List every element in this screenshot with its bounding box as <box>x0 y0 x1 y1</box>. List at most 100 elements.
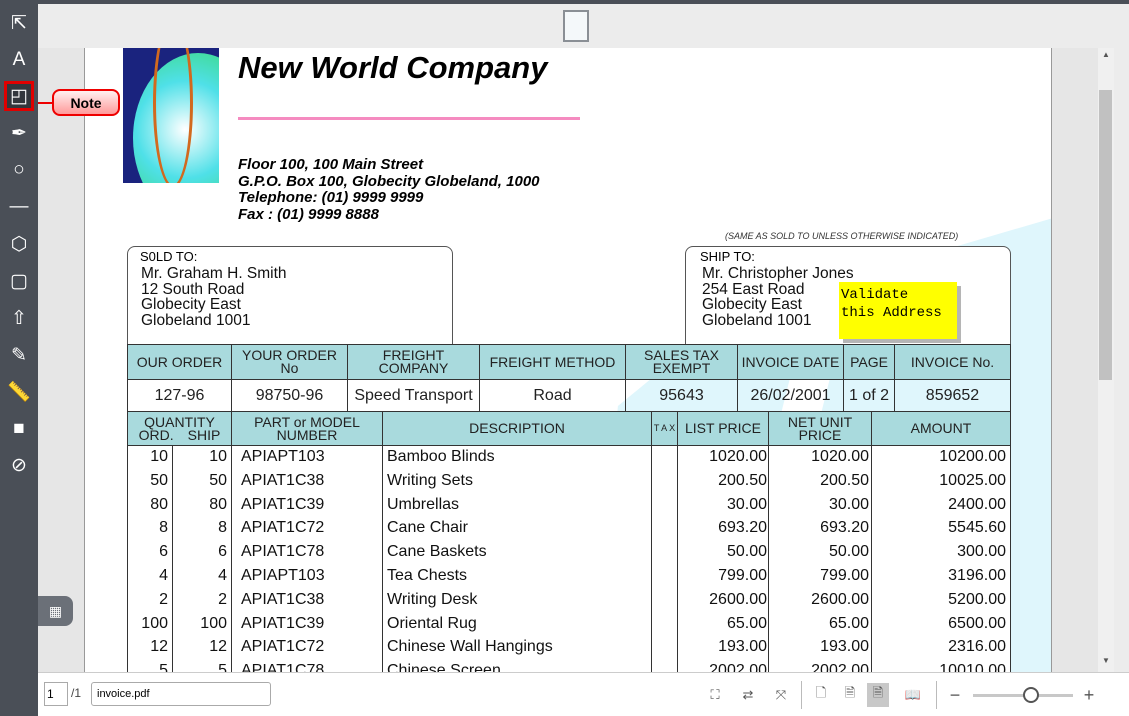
fill-square-icon: ■ <box>13 418 25 439</box>
polygon-icon: ⬡ <box>10 233 28 255</box>
column-divider <box>871 446 872 672</box>
cell-amount: 300.00 <box>957 543 1006 561</box>
cell-net: 2002.00 <box>811 662 869 672</box>
cell-list: 1020.00 <box>709 448 767 465</box>
cell-ord: 5 <box>159 662 168 672</box>
top-strip <box>0 0 1129 4</box>
cell-net: 693.20 <box>820 519 869 537</box>
cell-list: 193.00 <box>718 638 767 656</box>
invoice-date-value: 26/02/2001 <box>737 379 844 412</box>
zoom-out-button[interactable]: − <box>949 684 961 705</box>
single-page-button[interactable]: 🗋 <box>810 683 832 707</box>
hide-icon: ⊘ <box>11 454 27 476</box>
our-order-header: OUR ORDER <box>127 344 232 380</box>
cell-net: 65.00 <box>828 614 869 632</box>
zoom-slider[interactable] <box>973 687 1073 703</box>
fit-page-button[interactable]: 🗎 <box>839 683 861 707</box>
cell-desc: Writing Sets <box>387 471 473 489</box>
circle-tool-button[interactable]: ○ <box>4 155 34 185</box>
zoom-slider-knob[interactable] <box>1023 687 1039 703</box>
page-number-input[interactable] <box>44 682 68 706</box>
cell-list: 799.00 <box>718 567 767 584</box>
table-row: 12 12 APIAT1C72 Chinese Wall Hangings 193.00… <box>85 636 1051 658</box>
select-tool-button[interactable]: ⇱ <box>4 8 34 38</box>
cell-ship: 2 <box>218 590 227 608</box>
cell-ord: 2 <box>159 590 168 608</box>
note-icon: ◰ <box>10 85 28 107</box>
column-divider <box>382 446 383 672</box>
page-icon: 🗋 <box>815 685 827 700</box>
ord-label: ORD. <box>138 426 174 443</box>
vertical-scrollbar[interactable]: ▲ ▼ <box>1098 48 1114 672</box>
cell-net: 799.00 <box>820 567 869 584</box>
arrow-up-icon: ⇧ <box>11 307 27 329</box>
cell-part: APIAPT103 <box>241 448 325 465</box>
sold-to-line: Globeland 1001 <box>141 311 251 329</box>
page-total: /1 <box>71 686 82 700</box>
cell-ord: 80 <box>150 495 168 513</box>
title-rule <box>238 117 580 120</box>
scrollbar-thumb[interactable] <box>1099 90 1112 380</box>
scroll-up-icon[interactable]: ▲ <box>1102 50 1110 59</box>
tax-header: T A X <box>651 411 678 446</box>
cell-ord: 100 <box>141 614 168 632</box>
sticky-note[interactable]: Validate this Address <box>839 282 957 339</box>
fit-button[interactable]: ⤧ <box>770 683 792 707</box>
cell-part: APIAT1C78 <box>241 543 325 561</box>
cell-part: APIAPT103 <box>241 567 325 584</box>
polygon-tool-button[interactable]: ⬡ <box>4 229 34 259</box>
cell-desc: Chinese Wall Hangings <box>387 638 553 656</box>
cell-ship: 8 <box>218 519 227 537</box>
fit-width-icon: 🗎 <box>872 685 884 700</box>
line-tool-button[interactable]: — <box>4 192 34 222</box>
document-viewport: New World Company Floor 100, 100 Main St… <box>38 48 1098 672</box>
page-thumbnail-icon[interactable] <box>563 10 589 42</box>
items-table-body <box>127 445 1011 672</box>
cell-part: APIAT1C39 <box>241 614 325 632</box>
swap-button[interactable]: ⇄ <box>737 683 759 707</box>
file-name-field[interactable] <box>91 682 271 706</box>
zoom-in-button[interactable]: + <box>1083 684 1095 705</box>
cell-part: APIAT1C39 <box>241 495 325 513</box>
invoice-no-value: 859652 <box>894 379 1011 412</box>
ship-to-line: Mr. Christopher Jones <box>702 265 854 282</box>
cell-ship: 6 <box>218 543 227 561</box>
fullscreen-button[interactable]: ⛶ <box>704 683 726 707</box>
part-header: PART or MODEL NUMBER <box>231 411 383 446</box>
company-address: Floor 100, 100 Main Street G.P.O. Box 10… <box>238 156 540 223</box>
note-tool-button[interactable]: ◰ <box>4 81 34 111</box>
arrow-up-tool-button[interactable]: ⇧ <box>4 303 34 333</box>
two-page-button[interactable]: 📖 <box>902 683 924 707</box>
text-tool-button[interactable]: A <box>4 45 34 75</box>
rectangle-tool-button[interactable]: ▢ <box>4 266 34 296</box>
ship-label: SHIP <box>187 426 221 443</box>
company-name: New World Company <box>238 50 548 85</box>
ruler-tool-button[interactable]: 📏 <box>4 377 34 407</box>
hide-tool-button[interactable]: ⊘ <box>4 450 34 480</box>
cell-list: 50.00 <box>726 543 767 561</box>
ship-note: (SAME AS SOLD TO UNLESS OTHERWISE INDICA… <box>725 231 959 241</box>
cell-net: 50.00 <box>828 543 869 561</box>
grid-view-button[interactable]: ▦ <box>38 596 73 626</box>
sticky-note-text: this Address <box>841 305 942 321</box>
highlighter-tool-button[interactable]: ✎ <box>4 340 34 370</box>
sold-to-line: Mr. Graham H. Smith <box>141 265 287 282</box>
table-edge-shade <box>1011 344 1051 672</box>
our-order-value: 127-96 <box>127 379 232 412</box>
pen-tool-button[interactable]: ✒ <box>4 118 34 148</box>
invoice-page: New World Company Floor 100, 100 Main St… <box>84 48 1052 672</box>
fill-square-tool-button[interactable]: ■ <box>4 414 34 444</box>
cell-ord: 6 <box>159 543 168 561</box>
fit-width-button[interactable]: 🗎 <box>867 683 889 707</box>
cell-part: APIAT1C72 <box>241 519 325 537</box>
table-row: 80 80 APIAT1C39 Umbrellas 30.00 30.00 2400.00 <box>85 494 1051 516</box>
table-row: 100 100 APIAT1C39 Oriental Rug 65.00 65.00 650… <box>85 613 1051 635</box>
fit-icon: ⤧ <box>775 687 787 702</box>
cell-desc: Writing Desk <box>387 590 478 608</box>
cell-amount: 10200.00 <box>939 448 1006 465</box>
note-tooltip: Note <box>38 89 120 116</box>
cell-list: 65.00 <box>726 614 767 632</box>
quantity-header: QUANTITY ORD. SHIP <box>127 411 232 446</box>
cell-ord: 10 <box>150 448 168 465</box>
scroll-down-icon[interactable]: ▼ <box>1102 656 1110 665</box>
